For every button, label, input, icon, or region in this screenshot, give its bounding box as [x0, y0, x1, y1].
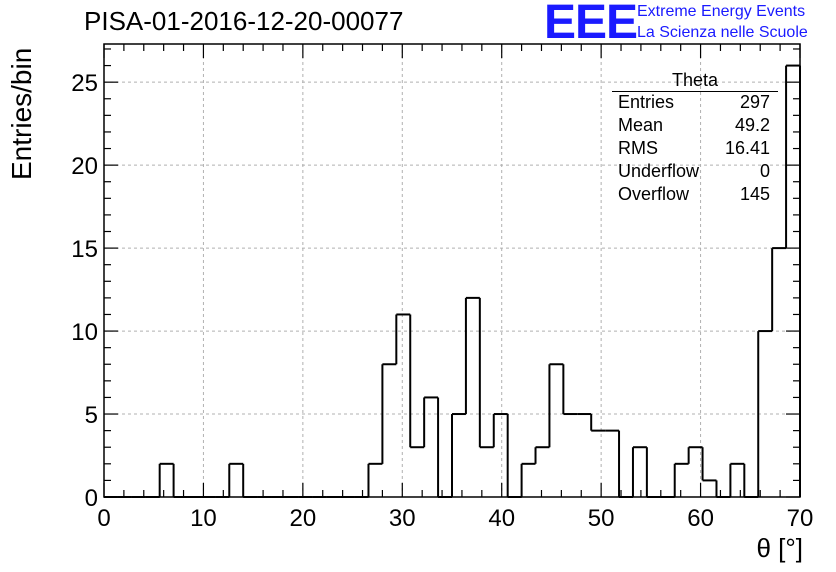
stats-value: 0	[759, 161, 770, 181]
x-tick-label: 20	[290, 505, 317, 532]
x-tick-label: 10	[190, 505, 217, 532]
y-tick-label: 15	[71, 236, 98, 263]
stats-value: 297	[739, 92, 770, 112]
y-tick-label: 5	[85, 402, 98, 429]
stats-key: Entries	[618, 92, 675, 112]
x-tick-label: 60	[687, 505, 714, 532]
eee-logo: EEE	[544, 0, 638, 49]
tick-labels: 0 10 20 30 40 50 60 70 0 5 10 15 20 25	[71, 70, 813, 532]
stats-value: 16.41	[724, 138, 770, 158]
ticks	[103, 44, 801, 498]
stats-key: Mean	[618, 115, 664, 135]
y-axis-label: Entries/bin	[6, 47, 37, 180]
stats-box: Theta Entries 297 Mean 49.2 RMS 16.41 Un…	[612, 70, 778, 210]
y-tick-label: 10	[71, 319, 98, 346]
stats-divider	[612, 91, 778, 92]
y-tick-label: 20	[71, 153, 98, 180]
logo-text-line1: Extreme Energy Events	[637, 3, 806, 20]
chart-title: PISA-01-2016-12-20-00077	[84, 6, 404, 36]
x-tick-label: 0	[97, 505, 110, 532]
x-axis-label: θ [°]	[756, 533, 803, 563]
stats-key: Underflow	[618, 161, 700, 181]
stats-value: 145	[739, 184, 770, 204]
x-tick-label: 30	[389, 505, 416, 532]
plot-frame	[103, 43, 801, 498]
logo-text-line2: La Scienza nelle Scuole	[637, 24, 808, 41]
x-tick-label: 70	[787, 505, 814, 532]
x-tick-label: 40	[488, 505, 515, 532]
stats-key: Overflow	[618, 184, 690, 204]
stats-key: RMS	[618, 138, 658, 158]
stats-value: 49.2	[734, 115, 770, 135]
x-tick-label: 50	[588, 505, 615, 532]
stats-title: Theta	[671, 70, 719, 90]
axes	[103, 43, 801, 498]
y-tick-label: 0	[85, 485, 98, 512]
y-tick-label: 25	[71, 70, 98, 97]
